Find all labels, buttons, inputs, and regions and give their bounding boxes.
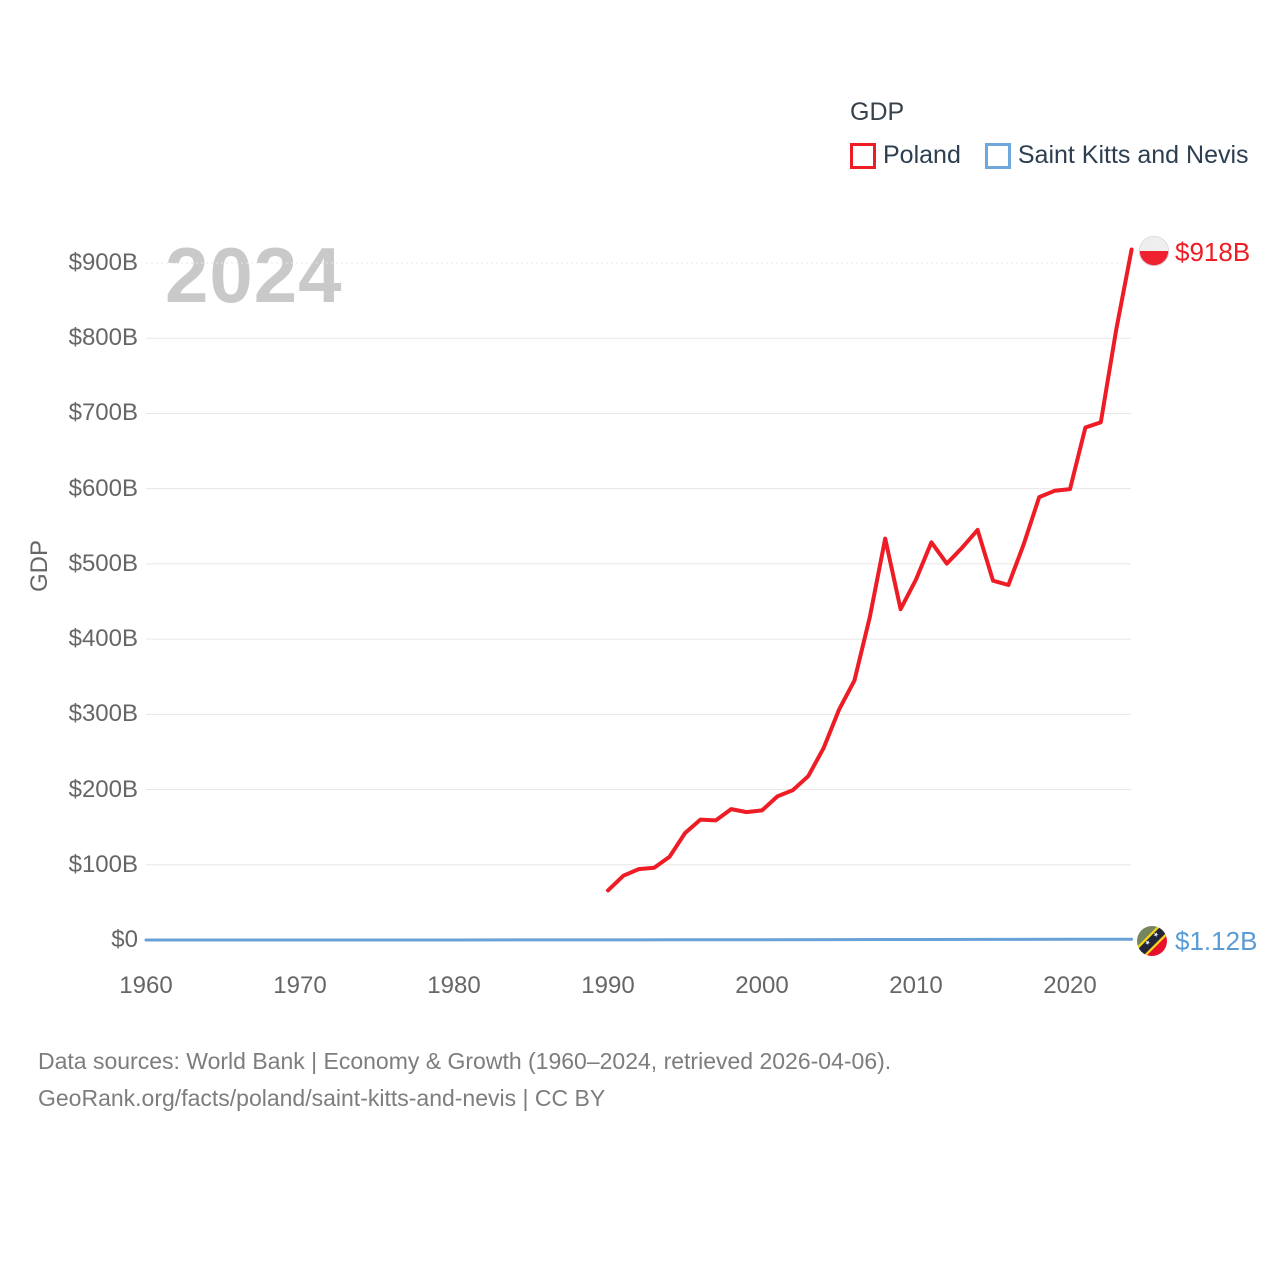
x-tick-label: 2010: [889, 972, 943, 999]
footer-attribution: Data sources: World Bank | Economy & Gro…: [38, 1047, 891, 1121]
y-tick-label: $100B: [68, 850, 138, 878]
x-tick-label: 1990: [581, 972, 635, 999]
saint-kitts-flag-icon: [1137, 926, 1167, 956]
footer-data-sources: Data sources: World Bank | Economy & Gro…: [38, 1048, 892, 1074]
y-tick-label: $400B: [68, 625, 138, 653]
poland-flag-icon: [1138, 235, 1170, 267]
footer-url-license: GeoRank.org/facts/poland/saint-kitts-and…: [38, 1085, 606, 1111]
y-tick-label: $800B: [68, 324, 138, 352]
legend-item-label: Saint Kitts and Nevis: [1017, 141, 1249, 169]
y-tick-label: $500B: [68, 549, 138, 577]
series-line-poland: [606, 247, 1134, 893]
poland-swatch-icon: [850, 142, 876, 169]
x-tick-label: 2020: [1043, 972, 1097, 999]
y-tick-label: $600B: [68, 474, 138, 502]
poland-end-value-label: $918B: [1175, 237, 1251, 267]
legend-title: GDP: [850, 98, 905, 126]
y-tick-label: $900B: [68, 249, 138, 276]
saint-kitts-end-value-label: $1.12B: [1175, 926, 1258, 956]
y-tick-label: $200B: [68, 775, 138, 803]
year-watermark: 2024: [165, 231, 343, 319]
x-tick-label: 1960: [119, 972, 173, 999]
y-tick-label: $0: [111, 926, 138, 953]
legend-item-poland[interactable]: Poland: [850, 141, 961, 170]
x-tick-label: 2000: [735, 972, 789, 999]
saint-kitts-swatch-icon: [984, 142, 1011, 169]
legend-item-saint-kitts-and-nevis[interactable]: Saint Kitts and Nevis: [984, 141, 1249, 170]
y-tick-label: $300B: [68, 700, 138, 728]
x-tick-label: 1980: [427, 972, 481, 999]
x-tick-label: 1970: [273, 972, 327, 999]
legend-items: Poland Saint Kitts and Nevis: [850, 141, 1249, 170]
legend-item-label: Poland: [883, 141, 961, 169]
series-line-saint-kitts-and-nevis: [144, 937, 1134, 942]
legend: GDP Poland Saint Kitts and Nevis: [850, 99, 1249, 170]
y-tick-label: $700B: [68, 399, 138, 427]
